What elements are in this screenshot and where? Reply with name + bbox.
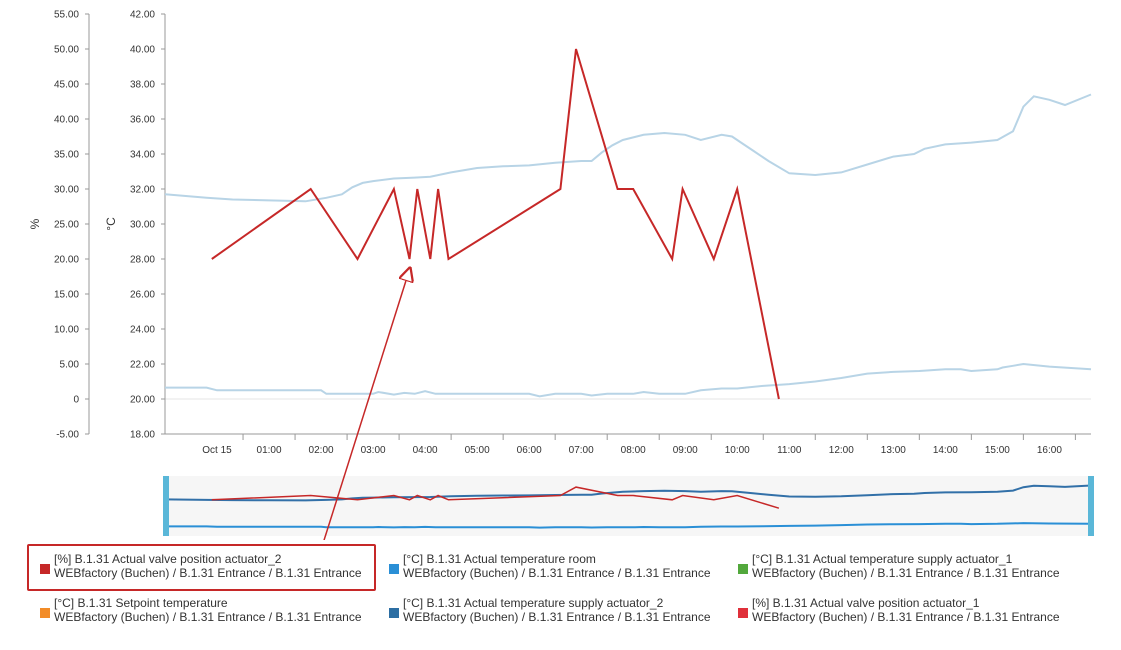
legend-path: WEBfactory (Buchen) / B.1.31 Entrance / … <box>752 610 1060 624</box>
navigator[interactable] <box>163 476 1094 536</box>
y-tick-label-celsius: 26.00 <box>130 290 155 301</box>
navigator-handle-left[interactable] <box>163 476 169 536</box>
y-tick-label-percent: 5.00 <box>60 360 80 371</box>
series-0 <box>164 93 1092 203</box>
legend-swatch <box>389 564 399 574</box>
y-tick-label-celsius: 32.00 <box>130 185 155 196</box>
y-tick-label-celsius: 24.00 <box>130 325 155 336</box>
x-tick-label: 03:00 <box>361 445 386 456</box>
x-tick-label: 15:00 <box>985 445 1010 456</box>
x-tick-label: 07:00 <box>569 445 594 456</box>
y-tick-label-percent: 45.00 <box>54 80 79 91</box>
x-tick-label: Oct 15 <box>202 445 232 456</box>
x-tick-label: 10:00 <box>725 445 750 456</box>
legend-label: [°C] B.1.31 Actual temperature room WEBf… <box>403 552 711 580</box>
series-line <box>211 48 780 400</box>
legend-item-temperature-room[interactable]: [°C] B.1.31 Actual temperature room WEBf… <box>377 546 717 586</box>
legend-item-supply-actuator-2[interactable]: [°C] B.1.31 Actual temperature supply ac… <box>377 590 717 630</box>
legend-path: WEBfactory (Buchen) / B.1.31 Entrance / … <box>54 566 362 580</box>
x-tick-label: 08:00 <box>621 445 646 456</box>
x-tick-label: 14:00 <box>933 445 958 456</box>
x-tick-label: 16:00 <box>1037 445 1062 456</box>
y-tick-label-celsius: 22.00 <box>130 360 155 371</box>
legend-title: [°C] B.1.31 Actual temperature supply ac… <box>403 596 664 610</box>
legend-title: [°C] B.1.31 Actual temperature supply ac… <box>752 552 1013 566</box>
legend-item-setpoint-temperature[interactable]: [°C] B.1.31 Setpoint temperature WEBfact… <box>28 590 368 630</box>
y-tick-label-percent: 35.00 <box>54 150 79 161</box>
annotation-layer <box>323 270 409 540</box>
y-tick-label-percent: 25.00 <box>54 220 79 231</box>
legend-title: [%] B.1.31 Actual valve position actuato… <box>752 596 980 610</box>
navigator-series-supply <box>164 484 1092 502</box>
y-tick-label-celsius: 30.00 <box>130 220 155 231</box>
axis-layer: % °C 55.00 50.00 45.00 40.00 35.00 30.00 25.00… <box>28 10 1091 456</box>
legend-label: [°C] B.1.31 Actual temperature supply ac… <box>752 552 1060 580</box>
legend-title: [°C] B.1.31 Setpoint temperature <box>54 596 228 610</box>
legend-label: [%] B.1.31 Actual valve position actuato… <box>54 552 362 580</box>
y-tick-label-percent: 15.00 <box>54 290 79 301</box>
series-layer <box>164 48 1092 400</box>
y-tick-label-percent: -5.00 <box>56 430 79 441</box>
y-tick-label-percent: 30.00 <box>54 185 79 196</box>
y-tick-label-celsius: 40.00 <box>130 45 155 56</box>
series-2 <box>211 48 780 400</box>
navigator-series-valve <box>211 486 780 509</box>
legend-title: [°C] B.1.31 Actual temperature room <box>403 552 596 566</box>
legend-swatch <box>738 608 748 618</box>
trend-chart: % °C 55.00 50.00 45.00 40.00 35.00 30.00 25.00… <box>28 10 1094 540</box>
x-tick-label: 09:00 <box>673 445 698 456</box>
series-1 <box>165 362 1092 398</box>
y-tick-label-percent: 0 <box>73 395 79 406</box>
x-tick-label: 12:00 <box>829 445 854 456</box>
x-tick-label: 02:00 <box>309 445 334 456</box>
legend-path: WEBfactory (Buchen) / B.1.31 Entrance / … <box>752 566 1060 580</box>
legend-swatch <box>389 608 399 618</box>
legend-swatch <box>40 564 50 574</box>
y-tick-label-celsius: 34.00 <box>130 150 155 161</box>
y-axis-title-celsius: °C <box>104 217 118 231</box>
navigator-handle-right[interactable] <box>1088 476 1094 536</box>
y-tick-label-celsius: 42.00 <box>130 10 155 21</box>
series-line <box>164 93 1092 203</box>
legend-highlight-box <box>27 544 376 591</box>
legend-path: WEBfactory (Buchen) / B.1.31 Entrance / … <box>403 610 711 624</box>
legend-title: [%] B.1.31 Actual valve position actuato… <box>54 552 282 566</box>
x-tick-label: 13:00 <box>881 445 906 456</box>
y-tick-label-celsius: 18.00 <box>130 430 155 441</box>
legend-label: [°C] B.1.31 Actual temperature supply ac… <box>403 596 711 624</box>
x-tick-label: 06:00 <box>517 445 542 456</box>
y-axis-title-percent: % <box>28 218 42 229</box>
y-tick-label-celsius: 38.00 <box>130 80 155 91</box>
legend-path: WEBfactory (Buchen) / B.1.31 Entrance / … <box>403 566 711 580</box>
legend-swatch <box>738 564 748 574</box>
x-tick-label: 11:00 <box>777 445 802 456</box>
y-tick-label-percent: 40.00 <box>54 115 79 126</box>
legend-item-supply-actuator-1[interactable]: [°C] B.1.31 Actual temperature supply ac… <box>726 546 1066 586</box>
series-line <box>165 362 1092 398</box>
navigator-series-room <box>165 522 1092 529</box>
x-tick-label: 01:00 <box>257 445 282 456</box>
y-tick-label-percent: 50.00 <box>54 45 79 56</box>
y-tick-label-percent: 20.00 <box>54 255 79 266</box>
y-tick-label-celsius: 28.00 <box>130 255 155 266</box>
y-tick-label-celsius: 20.00 <box>130 395 155 406</box>
legend-path: WEBfactory (Buchen) / B.1.31 Entrance / … <box>54 610 362 624</box>
y-tick-label-percent: 55.00 <box>54 10 79 21</box>
y-tick-label-celsius: 36.00 <box>130 115 155 126</box>
x-tick-label: 05:00 <box>465 445 490 456</box>
legend-item-valve-actuator-2[interactable]: [%] B.1.31 Actual valve position actuato… <box>28 546 368 586</box>
legend-label: [%] B.1.31 Actual valve position actuato… <box>752 596 1060 624</box>
y-tick-label-percent: 10.00 <box>54 325 79 336</box>
legend-label: [°C] B.1.31 Setpoint temperature WEBfact… <box>54 596 362 624</box>
legend-swatch <box>40 608 50 618</box>
legend-item-valve-actuator-1[interactable]: [%] B.1.31 Actual valve position actuato… <box>726 590 1066 630</box>
annotation-arrow <box>323 270 409 540</box>
x-tick-label: 04:00 <box>413 445 438 456</box>
